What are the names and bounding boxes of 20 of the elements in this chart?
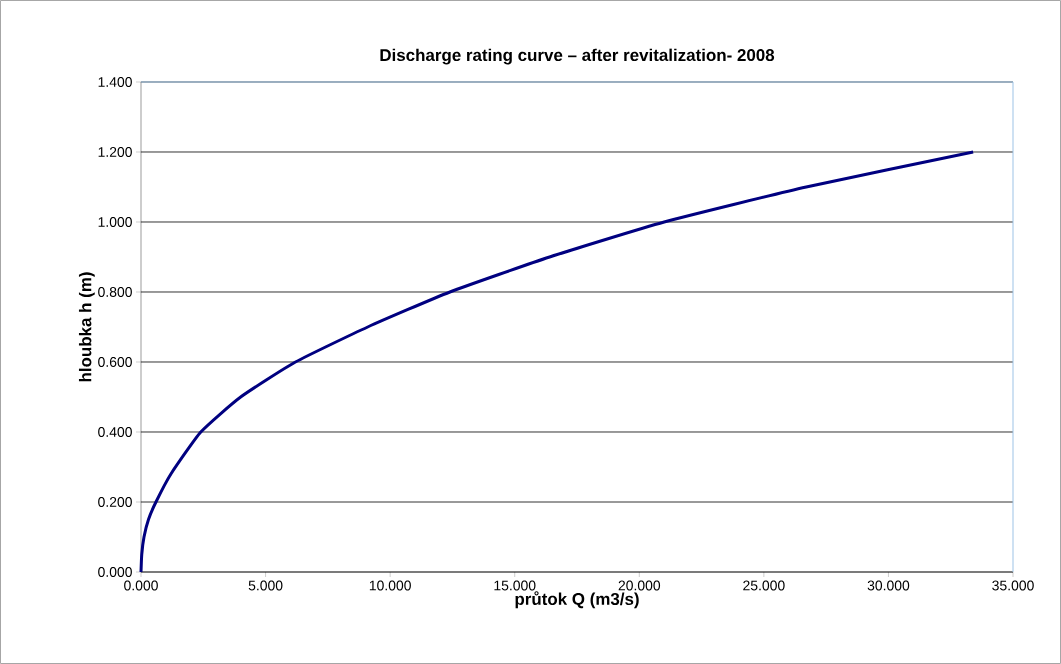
x-tick-label: 10.000 xyxy=(369,580,411,591)
y-tick-label: 0.000 xyxy=(98,567,132,577)
y-tick-label: 1.000 xyxy=(98,217,132,227)
x-tick-label: 30.000 xyxy=(867,580,910,591)
y-tick-label: 1.200 xyxy=(98,147,132,157)
y-tick-label: 0.800 xyxy=(98,287,132,297)
y-tick-label: 0.600 xyxy=(98,357,132,367)
x-tick-label: 5.000 xyxy=(248,580,283,591)
y-tick-label: 0.200 xyxy=(98,497,132,507)
x-tick-label: 15.000 xyxy=(494,580,536,591)
x-tick-label: 35.000 xyxy=(992,580,1034,591)
x-tick-label: 25.000 xyxy=(743,580,785,591)
y-axis-title: hloubka h (m) xyxy=(78,272,95,382)
line-series xyxy=(139,150,975,574)
y-tick-label: 0.400 xyxy=(98,427,132,437)
x-tick-label: 20.000 xyxy=(618,580,661,591)
y-tick-label: 1.400 xyxy=(98,77,132,87)
x-tick-label: 0.000 xyxy=(124,580,158,591)
x-axis-title: průtok Q (m3/s) xyxy=(515,591,639,609)
chart-title: Discharge rating curve – after revitalization- 2008 xyxy=(380,48,775,65)
